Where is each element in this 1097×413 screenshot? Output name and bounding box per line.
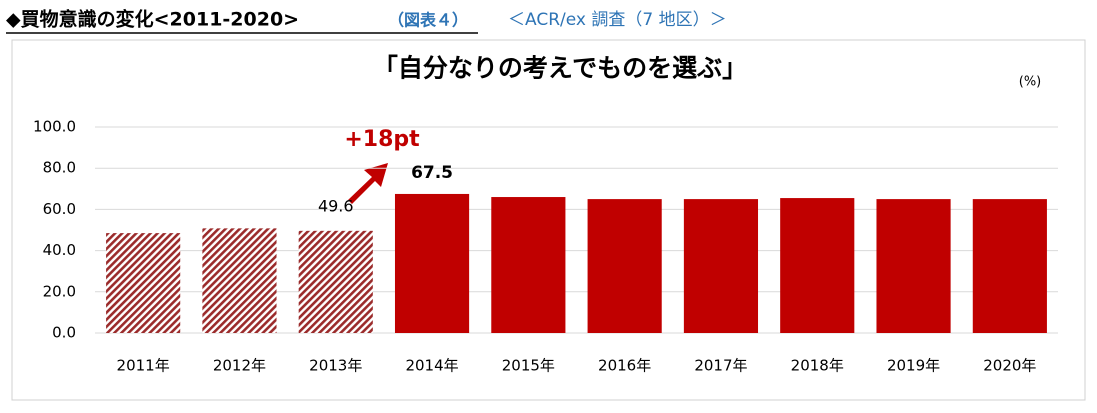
value-label: 67.5 [411, 163, 453, 183]
header-source: ＜ACR/ex 調査（7 地区）＞ [508, 10, 727, 30]
y-tick-label: 100.0 [33, 118, 76, 136]
y-tick-label: 40.0 [43, 241, 76, 259]
bar [683, 199, 759, 333]
value-label: 49.6 [318, 196, 354, 215]
x-tick-label: 2014年 [405, 357, 458, 375]
annotation-arrow [348, 163, 388, 204]
y-tick-label: 80.0 [43, 159, 76, 177]
y-tick-label: 20.0 [43, 282, 76, 300]
bar [106, 233, 181, 333]
y-tick-label: 0.0 [52, 324, 76, 342]
unit-label: (%) [1019, 75, 1042, 90]
x-tick-label: 2020年 [983, 357, 1036, 375]
x-tick-label: 2019年 [887, 357, 940, 375]
chart-title: 「自分なりの考えでものを選ぶ」 [373, 54, 747, 83]
x-tick-label: 2011年 [117, 357, 170, 375]
x-tick-label: 2018年 [791, 357, 844, 375]
x-tick-label: 2016年 [598, 357, 651, 375]
bar [780, 198, 855, 333]
x-tick-label: 2015年 [502, 357, 555, 375]
header-title: ◆買物意識の変化<2011-2020> [6, 8, 299, 31]
y-tick-label: 60.0 [43, 200, 76, 218]
header-figure: （図表４） [388, 11, 468, 30]
bar [394, 193, 470, 333]
bar [298, 230, 373, 333]
bar [491, 197, 566, 333]
bar [202, 228, 277, 333]
bar [972, 199, 1047, 333]
x-tick-label: 2013年 [309, 357, 362, 375]
x-tick-label: 2012年 [213, 357, 266, 375]
bar [876, 199, 951, 333]
annotation: +18pt [344, 127, 420, 152]
bar [587, 199, 662, 333]
x-tick-label: 2017年 [694, 357, 747, 375]
